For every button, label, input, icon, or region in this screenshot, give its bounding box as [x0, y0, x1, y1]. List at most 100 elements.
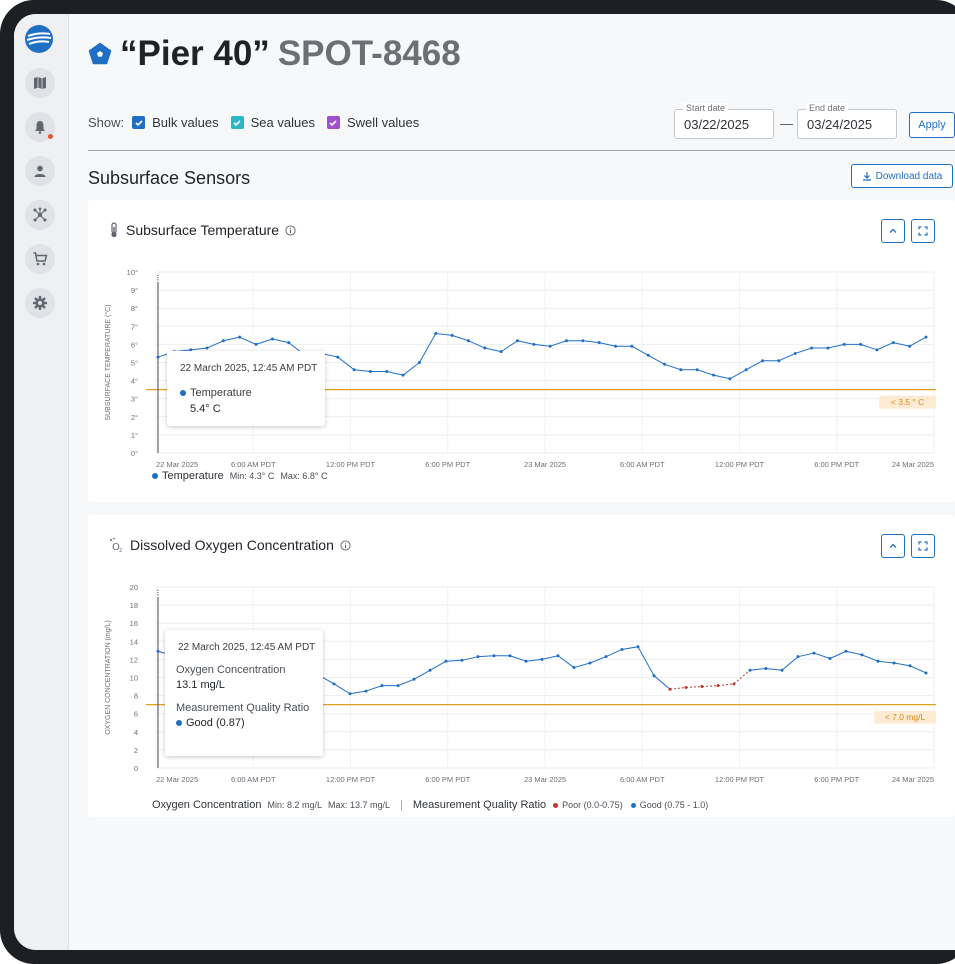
chevron-up-icon: [889, 543, 897, 548]
data-point: [748, 668, 752, 672]
start-date-input[interactable]: Start date 03/22/2025: [674, 103, 774, 139]
svg-text:O: O: [112, 542, 120, 553]
series-dot: [180, 390, 186, 396]
data-point: [695, 368, 699, 372]
temperature-chart[interactable]: 0° 1° 2° 3° 4° 5° 6° 7° 8° 9° 10° 22 Mar 2025 6:00 A…: [88, 200, 955, 502]
data-point: [434, 332, 438, 336]
download-data-button[interactable]: Download data: [851, 164, 953, 188]
bell-icon: [35, 121, 45, 134]
data-point: [396, 684, 400, 688]
drag-handle-icon: ⠇: [156, 274, 162, 283]
data-point: [828, 656, 832, 660]
y-axis-label: OXYGEN CONCENTRATION (mg/L): [105, 620, 112, 735]
data-point: [860, 653, 864, 657]
tooltip-series: Temperature: [180, 387, 252, 399]
data-point: [810, 346, 814, 350]
map-nav-button[interactable]: [25, 68, 55, 98]
series-segment: [765, 667, 783, 671]
series-segment: [435, 333, 453, 336]
download-data-label: Download data: [875, 170, 943, 182]
series-segment: [429, 660, 447, 671]
series-segment: [605, 648, 623, 658]
series-segment: [509, 655, 527, 662]
x-tick-label: 24 Mar 2025: [892, 460, 934, 469]
date-separator: —: [780, 116, 793, 131]
data-point: [492, 654, 496, 658]
series-segment: [797, 652, 815, 658]
app-logo-icon[interactable]: [24, 24, 54, 54]
series-segment: [533, 343, 551, 347]
y-tick-label: 16: [130, 619, 138, 628]
series-segment: [827, 343, 845, 349]
gear-icon: [33, 296, 47, 310]
show-label: Show:: [88, 115, 125, 130]
legend-divider: |: [400, 799, 403, 811]
series-segment: [781, 656, 799, 671]
data-point: [380, 684, 384, 688]
collapse-button[interactable]: [881, 219, 905, 243]
series-segment: [599, 342, 616, 347]
data-point: [793, 351, 797, 355]
y-tick-label: 10°: [127, 268, 138, 277]
bulk-values-checkbox[interactable]: Bulk values: [132, 115, 219, 130]
tooltip-quality-label: Measurement Quality Ratio: [176, 702, 310, 714]
y-tick-label: 8: [134, 692, 138, 701]
fullscreen-button[interactable]: [911, 534, 935, 558]
x-tick-label: 6:00 PM PDT: [814, 460, 859, 469]
series-segment: [860, 343, 878, 351]
series-segment: [909, 665, 927, 674]
tooltip-series-name: Oxygen Concentration: [176, 664, 286, 676]
data-point: [548, 344, 552, 348]
series-segment: [685, 686, 703, 688]
data-point: [630, 344, 634, 348]
data-point: [254, 342, 258, 346]
collapse-button[interactable]: [881, 534, 905, 558]
data-point: [205, 346, 209, 350]
oxygen-tooltip: 22 March 2025, 12:45 AM PDT Oxygen Conce…: [165, 630, 323, 756]
series-segment: [333, 683, 351, 695]
swell-values-label: Swell values: [346, 115, 420, 130]
apply-button[interactable]: Apply: [909, 112, 955, 138]
data-point: [401, 373, 405, 377]
info-icon[interactable]: [285, 224, 296, 236]
series-segment: [621, 646, 639, 650]
series-segment: [484, 347, 502, 353]
cart-icon: [33, 252, 48, 266]
data-point: [812, 651, 816, 655]
temperature-chart-title: Subsurface Temperature: [108, 222, 296, 238]
threshold-badge: [879, 395, 936, 409]
series-segment: [255, 338, 273, 345]
data-point: [524, 659, 528, 663]
series-segment: [365, 685, 383, 692]
y-tick-label: 4°: [131, 377, 138, 386]
data-point: [908, 664, 912, 668]
swell-values-checkbox[interactable]: Swell values: [326, 115, 420, 130]
data-point: [352, 368, 356, 372]
shop-nav-button[interactable]: [25, 244, 55, 274]
tooltip-time: 22 March 2025, 12:45 AM PDT: [180, 363, 318, 374]
data-point: [588, 661, 592, 665]
sea-values-checkbox[interactable]: Sea values: [230, 115, 315, 130]
alerts-nav-button[interactable]: [25, 112, 55, 142]
data-point: [700, 685, 704, 689]
info-icon[interactable]: [340, 539, 351, 551]
settings-nav-button[interactable]: [25, 288, 55, 318]
account-nav-button[interactable]: [25, 156, 55, 186]
network-nav-button[interactable]: [25, 200, 55, 230]
station-id: SPOT-8468: [277, 34, 461, 73]
checkbox-check-icon: [230, 116, 244, 129]
y-tick-label: 14: [130, 637, 138, 646]
temperature-chart-title-text: Subsurface Temperature: [126, 222, 280, 238]
start-date-label: Start date: [683, 103, 729, 113]
data-point: [368, 370, 372, 374]
data-point: [924, 671, 928, 675]
x-tick-label: 6:00 AM PDT: [231, 460, 276, 469]
series-segment: [525, 658, 543, 662]
end-date-input[interactable]: End date 03/24/2025: [797, 103, 897, 139]
fullscreen-button[interactable]: [911, 219, 935, 243]
data-point: [270, 337, 274, 341]
oxygen-legend: Oxygen Concentration Min: 8.2 mg/L Max: …: [152, 799, 708, 811]
data-point: [287, 341, 291, 345]
station-name: “Pier 40”: [120, 34, 270, 73]
series-segment: [749, 667, 767, 671]
